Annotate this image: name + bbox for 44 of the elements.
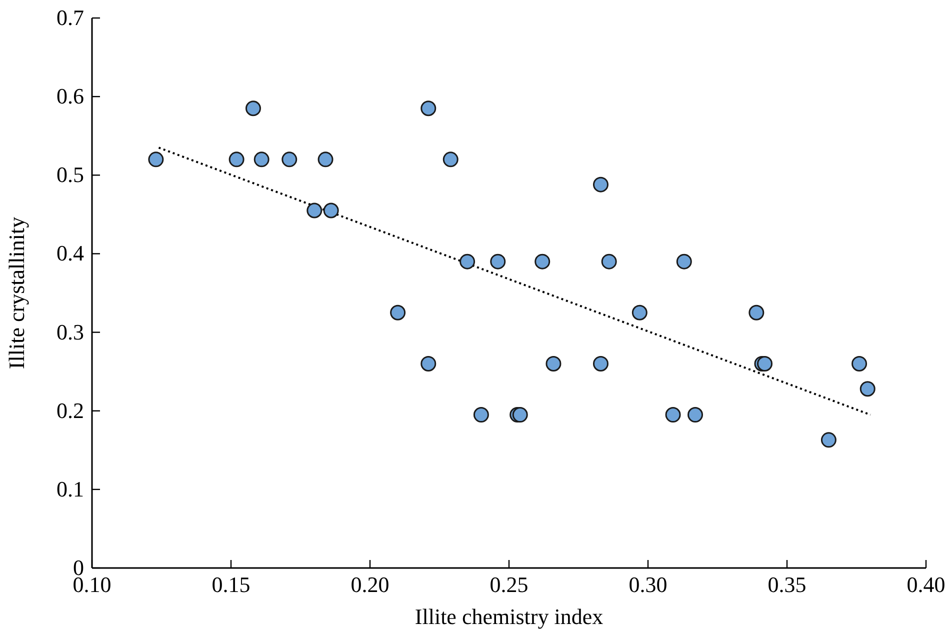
point (420, 356, 436, 372)
point (228, 152, 244, 168)
y-tick-label: 0.1 (56, 476, 84, 502)
point (665, 407, 681, 423)
y-tick-label: 0.3 (56, 319, 84, 344)
point (318, 152, 334, 168)
point (460, 254, 476, 270)
x-tick-label: 0.25 (490, 572, 528, 597)
x-tick-label: 0.35 (768, 572, 806, 597)
point (420, 100, 436, 116)
y-tick-label: 0.5 (56, 162, 84, 188)
point (860, 381, 876, 397)
point (245, 100, 261, 116)
point (820, 432, 836, 448)
point (748, 304, 764, 320)
y-tick-label: 0.6 (56, 84, 84, 109)
point (592, 176, 608, 192)
x-tick-label: 0.30 (628, 572, 668, 597)
point (601, 254, 617, 270)
x-tick-label: 0.15 (212, 572, 250, 597)
x-tick-label: 0.40 (906, 572, 946, 597)
point (442, 152, 458, 168)
point (323, 202, 339, 218)
point (254, 152, 270, 168)
point (148, 152, 164, 168)
y-tick-label: 0.2 (56, 398, 84, 423)
y-axis-title: Illite crystallinity (4, 216, 29, 370)
point (546, 356, 562, 372)
x-tick-label: 0.20 (350, 572, 390, 597)
point (473, 407, 489, 423)
point (306, 202, 322, 218)
point (688, 407, 704, 423)
point (282, 152, 298, 168)
point (676, 254, 692, 270)
y-tick-label: 0.7 (56, 5, 84, 30)
point (534, 254, 550, 270)
point (490, 254, 506, 270)
point (592, 356, 608, 372)
x-axis-title: Illite chemistry index (414, 604, 604, 629)
point (390, 304, 406, 320)
point (632, 304, 648, 320)
point (852, 356, 868, 372)
point (757, 356, 773, 372)
y-tick-label: 0.4 (56, 240, 84, 266)
